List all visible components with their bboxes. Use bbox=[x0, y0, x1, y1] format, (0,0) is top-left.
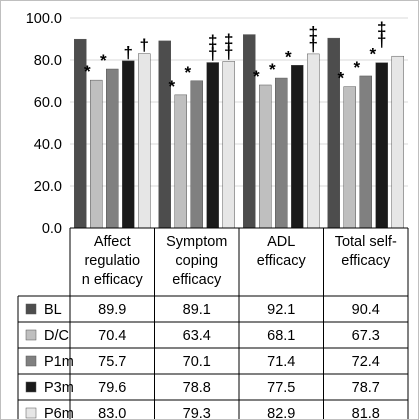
value-cell: 68.1 bbox=[267, 328, 295, 344]
value-cell: 63.4 bbox=[183, 328, 211, 344]
legend-label: BL bbox=[44, 302, 62, 318]
legend-swatch-P1m bbox=[25, 355, 37, 367]
significance-mark: ‡ bbox=[377, 19, 386, 38]
value-cell: 75.7 bbox=[98, 354, 126, 370]
legend-label: P3m bbox=[44, 380, 74, 396]
value-cell: 89.9 bbox=[98, 302, 126, 318]
significance-mark: † bbox=[377, 32, 386, 51]
y-tick-label: 0.0 bbox=[42, 221, 62, 237]
significance-mark: † bbox=[140, 36, 149, 55]
significance-mark: † bbox=[124, 43, 133, 62]
significance-mark: ‡ bbox=[208, 32, 217, 51]
significance-mark: † bbox=[224, 43, 233, 62]
category-label: Affect bbox=[94, 234, 131, 250]
bar-P1m-2 bbox=[275, 77, 288, 229]
legend-label: P6m bbox=[44, 406, 74, 420]
grid-layer bbox=[70, 17, 408, 187]
bar-P3m-0 bbox=[122, 60, 135, 229]
legend-label: P1m bbox=[44, 354, 74, 370]
value-cell: 79.3 bbox=[183, 406, 211, 420]
significance-mark: * bbox=[100, 51, 107, 70]
legend-swatch-DC bbox=[25, 329, 37, 341]
y-tick-label: 100.0 bbox=[26, 11, 62, 27]
category-label: Symptom bbox=[166, 234, 227, 250]
value-cell: 72.4 bbox=[352, 354, 380, 370]
bar-P1m-1 bbox=[190, 80, 203, 229]
bar-P3m-2 bbox=[291, 65, 304, 229]
bar-P6m-2 bbox=[307, 53, 320, 229]
y-tick-label: 60.0 bbox=[34, 95, 62, 111]
bar-DC-1 bbox=[174, 94, 187, 229]
value-cell: 78.7 bbox=[352, 380, 380, 396]
value-cell: 70.1 bbox=[183, 354, 211, 370]
significance-mark: * bbox=[269, 60, 276, 79]
bar-P3m-3 bbox=[375, 62, 388, 229]
significance-mark: * bbox=[168, 77, 175, 96]
category-label: regulatio bbox=[84, 253, 140, 269]
significance-mark: * bbox=[337, 69, 344, 88]
bar-DC-2 bbox=[259, 84, 272, 229]
value-cell: 83.0 bbox=[98, 406, 126, 420]
bar-BL-3 bbox=[327, 37, 340, 229]
value-cell: 89.1 bbox=[183, 302, 211, 318]
legend-swatch-BL bbox=[25, 303, 37, 315]
legend-swatch-P6m bbox=[25, 407, 37, 419]
bar-P6m-3 bbox=[391, 55, 404, 229]
significance-mark: † bbox=[309, 36, 318, 55]
significance-mark: * bbox=[184, 63, 191, 82]
value-cell: 78.8 bbox=[183, 380, 211, 396]
value-cell: 92.1 bbox=[267, 302, 295, 318]
significance-mark: * bbox=[353, 58, 360, 77]
value-cell: 67.3 bbox=[352, 328, 380, 344]
data-table: Affect regulatio n efficacy Symptom coping ef… bbox=[17, 228, 409, 420]
y-tick-label: 80.0 bbox=[34, 53, 62, 69]
category-label: ADL bbox=[267, 234, 295, 250]
value-cell: 81.8 bbox=[352, 406, 380, 420]
value-cell: 79.6 bbox=[98, 380, 126, 396]
value-cell: 82.9 bbox=[267, 406, 295, 420]
category-label: coping bbox=[175, 253, 218, 269]
significance-mark: * bbox=[253, 67, 260, 86]
category-label: Total self- bbox=[335, 234, 397, 250]
y-tick-label: 40.0 bbox=[34, 137, 62, 153]
value-cell: 71.4 bbox=[267, 354, 295, 370]
category-label: n efficacy bbox=[82, 272, 144, 288]
bar-DC-0 bbox=[90, 79, 103, 229]
legend-swatch-P3m bbox=[25, 381, 37, 393]
bar-P1m-0 bbox=[106, 68, 119, 229]
bar-BL-1 bbox=[158, 40, 171, 229]
bar-P1m-3 bbox=[359, 75, 372, 229]
significance-mark: ‡ bbox=[309, 23, 318, 42]
bar-DC-3 bbox=[343, 86, 356, 229]
y-tick-label: 20.0 bbox=[34, 179, 62, 195]
value-cell: 70.4 bbox=[98, 328, 126, 344]
significance-mark: ‡ bbox=[224, 30, 233, 49]
category-label: efficacy bbox=[257, 253, 307, 269]
bar-BL-2 bbox=[243, 34, 256, 229]
bar-P3m-1 bbox=[206, 62, 219, 229]
significance-mark: * bbox=[369, 45, 376, 64]
bar-P6m-1 bbox=[222, 61, 235, 229]
legend-label: D/C bbox=[44, 328, 69, 344]
category-label: efficacy bbox=[341, 253, 391, 269]
category-label: efficacy bbox=[172, 272, 222, 288]
significance-mark: * bbox=[285, 47, 292, 66]
bar-P6m-0 bbox=[138, 53, 151, 229]
value-cell: 90.4 bbox=[352, 302, 380, 318]
significance-mark: † bbox=[208, 45, 217, 64]
significance-mark: * bbox=[84, 62, 91, 81]
value-cell: 77.5 bbox=[267, 380, 295, 396]
marks-layer: *** *** * *† †‡* *†‡† †‡ †‡ bbox=[84, 19, 387, 96]
